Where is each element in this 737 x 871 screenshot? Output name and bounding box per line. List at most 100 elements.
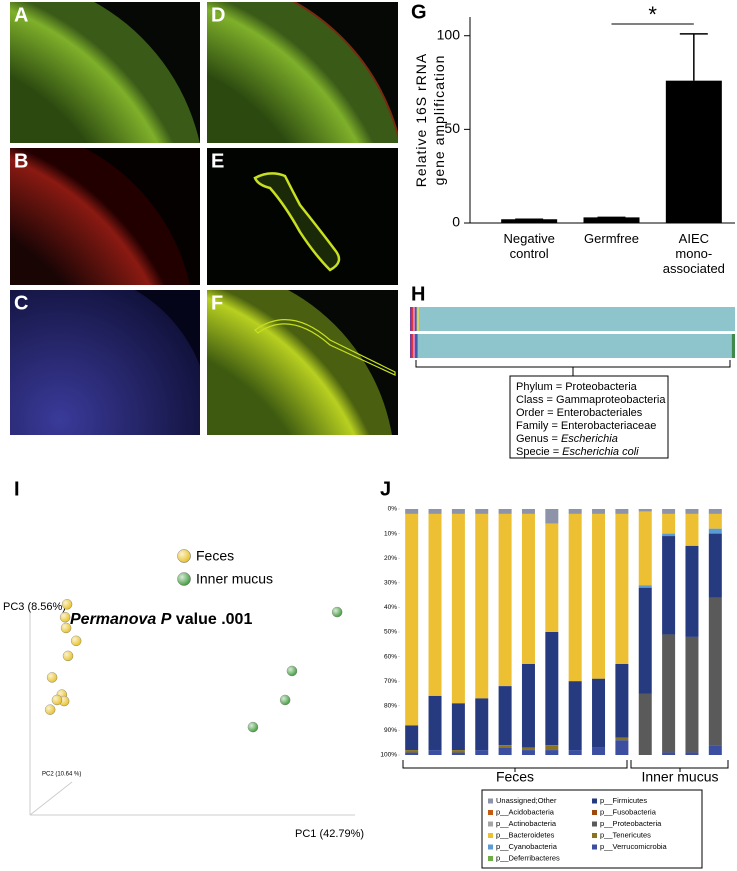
y-tick-label: 70% bbox=[384, 678, 397, 685]
y-tick-label: 50 bbox=[444, 120, 460, 136]
bar-segment bbox=[475, 750, 489, 755]
bar-segment bbox=[685, 509, 699, 514]
bar-segment bbox=[405, 725, 419, 751]
bar-segment bbox=[615, 509, 629, 514]
bar bbox=[501, 219, 558, 223]
y-axis-label: Relative 16S rRNA gene amplification bbox=[413, 53, 447, 188]
bar-segment bbox=[615, 513, 629, 664]
legend-label: Feces bbox=[196, 548, 234, 564]
bar-segment bbox=[638, 587, 652, 694]
text-part: Phylum = Proteobacteria bbox=[516, 381, 638, 393]
bar-segment bbox=[592, 678, 606, 748]
legend-swatch bbox=[592, 798, 597, 804]
text-part: Escherichia bbox=[561, 433, 618, 445]
bar-segment bbox=[545, 632, 559, 746]
axes-3d bbox=[29, 612, 355, 816]
bar-segment bbox=[521, 509, 535, 514]
bar-segment bbox=[410, 334, 412, 358]
y-tick-label: 30% bbox=[384, 580, 397, 587]
point-shine bbox=[247, 722, 258, 733]
bar-segment bbox=[662, 634, 676, 753]
bar-segment bbox=[545, 509, 559, 524]
bar bbox=[583, 217, 640, 223]
panel-letter: B bbox=[14, 150, 28, 172]
point-shine bbox=[280, 694, 291, 705]
bracket bbox=[630, 760, 729, 772]
bar-segment bbox=[521, 513, 535, 664]
legend-label: p__Proteobacteria bbox=[600, 819, 662, 828]
annotation-line: Class = Gammaproteobacteria bbox=[516, 394, 666, 406]
legend-label: p__Cyanobacteria bbox=[496, 842, 558, 851]
legend-marker-shine bbox=[177, 549, 191, 563]
bar-segment bbox=[568, 681, 582, 751]
bar-segment bbox=[451, 750, 465, 753]
bar-segment bbox=[568, 750, 582, 755]
bar-segment bbox=[405, 752, 419, 755]
bar-segment bbox=[428, 513, 442, 696]
y-tick-label: 60% bbox=[384, 653, 397, 660]
bar-segment bbox=[498, 747, 512, 755]
legend-swatch bbox=[488, 798, 493, 804]
bracket bbox=[402, 760, 628, 772]
annotation-line: Family = Enterobacteriaceae bbox=[516, 420, 656, 432]
legend-swatch bbox=[592, 810, 597, 815]
bar-segment bbox=[410, 307, 412, 331]
bar-segment bbox=[498, 513, 512, 687]
x-tick-label: AIEC mono-associated bbox=[663, 231, 725, 276]
point-shine bbox=[60, 612, 71, 623]
bar-segment bbox=[615, 740, 629, 755]
annotation-box bbox=[509, 375, 669, 459]
bar-segment bbox=[414, 334, 418, 358]
point-shine bbox=[61, 622, 72, 633]
panel-letter: D bbox=[211, 4, 225, 26]
bar-segment bbox=[662, 536, 676, 635]
micrograph-a bbox=[10, 2, 200, 143]
y-axis-label: PC3 (8.56%) bbox=[3, 601, 66, 613]
bar-segment bbox=[545, 745, 559, 751]
legend-swatch bbox=[592, 833, 597, 838]
bar-segment bbox=[412, 334, 415, 358]
bar-segment bbox=[708, 509, 722, 514]
bar-segment bbox=[416, 307, 419, 331]
legend-label: p__Bacteroidetes bbox=[496, 830, 555, 839]
legend-label: p__Verrucomicrobia bbox=[600, 842, 668, 851]
bar-segment bbox=[638, 511, 652, 586]
bar-segment bbox=[428, 509, 442, 514]
legend-swatch bbox=[592, 844, 597, 850]
bar-segment bbox=[498, 745, 512, 748]
legend-swatch bbox=[488, 844, 493, 850]
bar-segment bbox=[615, 737, 629, 741]
text-part: Escherichia coli bbox=[562, 446, 639, 458]
annotation: Permanova P value .001 bbox=[70, 611, 252, 628]
bar-segment bbox=[451, 509, 465, 514]
bar-segment bbox=[568, 509, 582, 514]
point-shine bbox=[63, 650, 74, 661]
text-part: Genus = bbox=[516, 433, 561, 445]
y-tick-label: 40% bbox=[384, 604, 397, 611]
text-part: Order = Enterobacteriales bbox=[516, 407, 643, 419]
bar-segment bbox=[662, 509, 676, 514]
bar-segment bbox=[662, 752, 676, 755]
x-tick-label: Negative control bbox=[504, 231, 555, 261]
bar-segment bbox=[411, 307, 413, 331]
bar-segment bbox=[451, 752, 465, 755]
panel-letter: J bbox=[380, 478, 391, 500]
legend-label: p__Actinobacteria bbox=[496, 819, 557, 828]
bar-segment bbox=[662, 533, 676, 537]
bar bbox=[665, 80, 722, 223]
bar-segment bbox=[708, 533, 722, 598]
annotation-line: Specie = Escherichia coli bbox=[516, 446, 639, 458]
legend-label: p__Fusobacteria bbox=[600, 807, 657, 816]
bar-segment bbox=[418, 307, 735, 331]
legend-label: p__Firmicutes bbox=[600, 796, 647, 805]
bar-segment bbox=[451, 513, 465, 704]
bar-segment bbox=[685, 545, 699, 637]
point-shine bbox=[47, 672, 58, 683]
legend-label: p__Acidobacteria bbox=[496, 807, 555, 816]
bar-segment bbox=[428, 750, 442, 755]
x-axis-label: PC1 (42.79%) bbox=[295, 828, 364, 840]
bar-segment bbox=[521, 750, 535, 755]
bar-segment bbox=[708, 528, 722, 534]
text-part: Family = Enterobacteriaceae bbox=[516, 420, 656, 432]
